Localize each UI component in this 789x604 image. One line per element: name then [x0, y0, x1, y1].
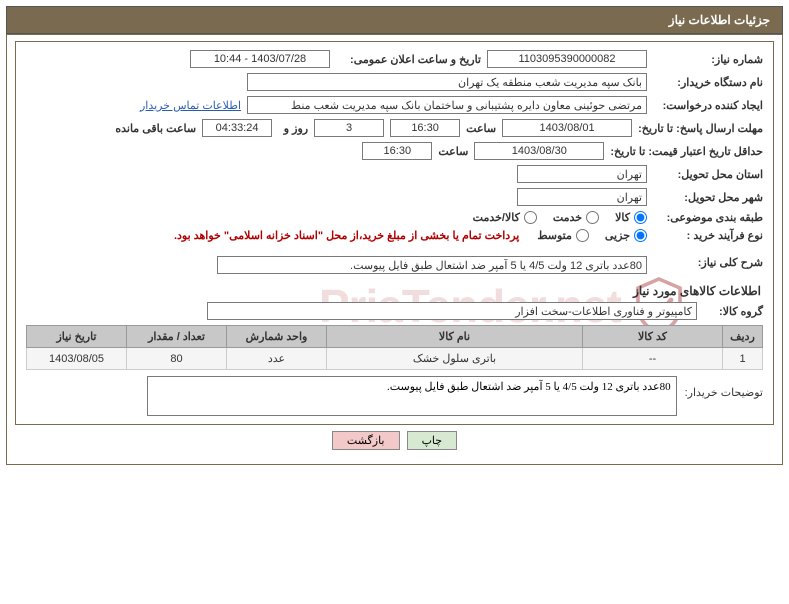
days-left-field[interactable]	[314, 119, 384, 137]
label-hour-2: ساعت	[438, 145, 468, 158]
radio-service-label[interactable]: خدمت	[553, 211, 599, 224]
validity-time-field[interactable]	[362, 142, 432, 160]
radio-partial-text: جزیی	[605, 229, 630, 242]
radio-goods[interactable]	[634, 211, 647, 224]
label-min-validity: حداقل تاریخ اعتبار قیمت: تا تاریخ:	[610, 145, 763, 158]
label-buyer-notes: توضیحات خریدار:	[685, 376, 763, 399]
radio-goods-text: کالا	[615, 211, 630, 224]
resp-date-field[interactable]	[502, 119, 632, 137]
outer-panel: شماره نیاز: تاریخ و ساعت اعلان عمومی: نا…	[6, 34, 783, 465]
radio-medium[interactable]	[576, 229, 589, 242]
label-buyer-org: نام دستگاه خریدار:	[653, 76, 763, 89]
products-table: ردیف کد کالا نام کالا واحد شمارش تعداد /…	[26, 325, 763, 370]
th-row: ردیف	[723, 326, 763, 348]
th-qty: تعداد / مقدار	[127, 326, 227, 348]
buyer-org-field[interactable]	[247, 73, 647, 91]
need-number-field[interactable]	[487, 50, 647, 68]
radio-service[interactable]	[586, 211, 599, 224]
table-row: 1--باتری سلول خشکعدد801403/08/05	[27, 348, 763, 370]
label-remaining: ساعت باقی مانده	[115, 122, 196, 135]
page-title: جزئیات اطلاعات نیاز	[6, 6, 783, 34]
cell-unit: عدد	[227, 348, 327, 370]
label-process-type: نوع فرآیند خرید :	[653, 229, 763, 242]
radio-both[interactable]	[524, 211, 537, 224]
details-panel: شماره نیاز: تاریخ و ساعت اعلان عمومی: نا…	[15, 41, 774, 425]
cell-row: 1	[723, 348, 763, 370]
print-button[interactable]: چاپ	[407, 431, 458, 450]
cell-qty: 80	[127, 348, 227, 370]
back-button[interactable]: بازگشت	[332, 431, 400, 450]
label-overall-desc: شرح کلی نیاز:	[653, 256, 763, 269]
label-days-and: روز و	[278, 122, 308, 135]
radio-both-label[interactable]: کالا/خدمت	[473, 211, 537, 224]
label-need-number: شماره نیاز:	[653, 53, 763, 66]
city-field[interactable]	[517, 188, 647, 206]
resp-time-field[interactable]	[390, 119, 460, 137]
cell-code: --	[583, 348, 723, 370]
radio-both-text: کالا/خدمت	[473, 211, 520, 224]
radio-goods-label[interactable]: کالا	[615, 211, 647, 224]
process-radios: جزیی متوسط	[537, 229, 647, 242]
label-hour-1: ساعت	[466, 122, 496, 135]
radio-partial-label[interactable]: جزیی	[605, 229, 647, 242]
th-date: تاریخ نیاز	[27, 326, 127, 348]
validity-date-field[interactable]	[474, 142, 604, 160]
radio-medium-text: متوسط	[537, 229, 572, 242]
label-product-group: گروه کالا:	[703, 305, 763, 318]
requester-field[interactable]	[247, 96, 647, 114]
category-radios: کالا خدمت کالا/خدمت	[473, 211, 647, 224]
cell-date: 1403/08/05	[27, 348, 127, 370]
process-note: پرداخت تمام یا بخشی از مبلغ خرید،از محل …	[174, 229, 519, 242]
product-group-field[interactable]	[207, 302, 697, 320]
province-field[interactable]	[517, 165, 647, 183]
label-delivery-city: شهر محل تحویل:	[653, 191, 763, 204]
overall-desc-field[interactable]	[217, 256, 647, 274]
products-section-title: اطلاعات کالاهای مورد نیاز	[28, 284, 761, 298]
label-requester: ایجاد کننده درخواست:	[653, 99, 763, 112]
th-code: کد کالا	[583, 326, 723, 348]
announce-date-field[interactable]	[190, 50, 330, 68]
radio-partial[interactable]	[634, 229, 647, 242]
bottom-bar: چاپ بازگشت	[15, 425, 774, 454]
label-delivery-province: استان محل تحویل:	[653, 168, 763, 181]
radio-medium-label[interactable]: متوسط	[537, 229, 589, 242]
label-category: طبقه بندی موضوعی:	[653, 211, 763, 224]
time-left-field[interactable]	[202, 119, 272, 137]
th-unit: واحد شمارش	[227, 326, 327, 348]
label-announce-date: تاریخ و ساعت اعلان عمومی:	[336, 53, 481, 66]
radio-service-text: خدمت	[553, 211, 582, 224]
buyer-contact-link[interactable]: اطلاعات تماس خریدار	[140, 99, 241, 112]
th-name: نام کالا	[327, 326, 583, 348]
label-resp-deadline: مهلت ارسال پاسخ: تا تاریخ:	[638, 122, 763, 135]
buyer-notes-field[interactable]	[147, 376, 677, 416]
cell-name: باتری سلول خشک	[327, 348, 583, 370]
